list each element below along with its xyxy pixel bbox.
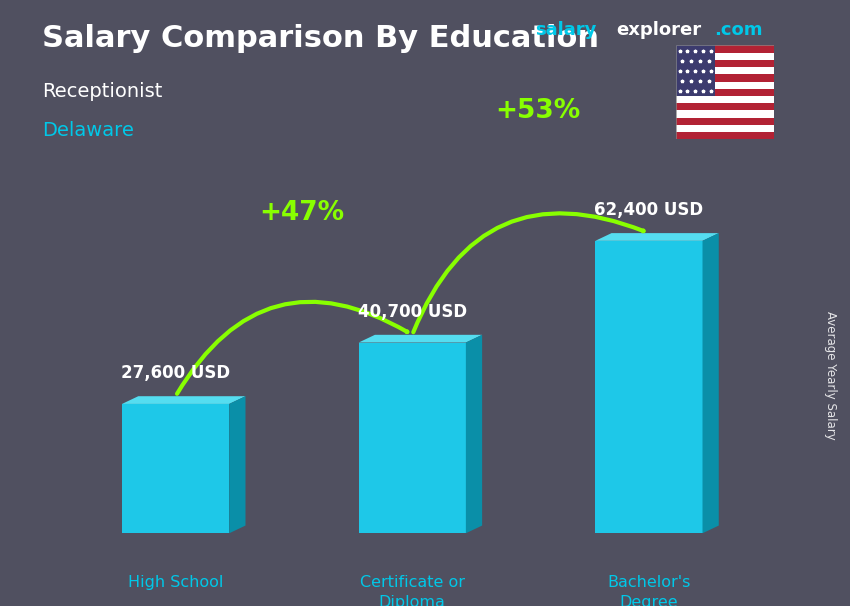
Text: 27,600 USD: 27,600 USD xyxy=(121,364,230,382)
Polygon shape xyxy=(466,335,482,533)
Text: +47%: +47% xyxy=(258,200,344,226)
Polygon shape xyxy=(676,67,774,75)
Text: Delaware: Delaware xyxy=(42,121,134,140)
Polygon shape xyxy=(676,75,774,82)
Text: Bachelor's
Degree: Bachelor's Degree xyxy=(607,576,690,606)
Polygon shape xyxy=(595,241,702,533)
Polygon shape xyxy=(359,335,482,342)
Text: High School: High School xyxy=(128,576,224,590)
Text: Certificate or
Diploma: Certificate or Diploma xyxy=(360,576,465,606)
Text: Average Yearly Salary: Average Yearly Salary xyxy=(824,311,837,440)
Polygon shape xyxy=(676,125,774,132)
Polygon shape xyxy=(122,404,230,533)
Polygon shape xyxy=(676,118,774,125)
Polygon shape xyxy=(122,396,246,404)
Polygon shape xyxy=(676,45,774,53)
Polygon shape xyxy=(676,96,774,103)
Polygon shape xyxy=(676,132,774,139)
Text: Salary Comparison By Education: Salary Comparison By Education xyxy=(42,24,599,53)
Text: 62,400 USD: 62,400 USD xyxy=(594,201,704,219)
Text: salary: salary xyxy=(536,21,597,39)
Text: .com: .com xyxy=(714,21,762,39)
Polygon shape xyxy=(230,396,246,533)
FancyArrowPatch shape xyxy=(413,213,643,332)
Polygon shape xyxy=(676,110,774,118)
Polygon shape xyxy=(676,89,774,96)
Polygon shape xyxy=(702,233,719,533)
Text: +53%: +53% xyxy=(496,98,581,124)
Polygon shape xyxy=(359,342,466,533)
FancyArrowPatch shape xyxy=(177,302,407,394)
Polygon shape xyxy=(676,60,774,67)
Text: 40,700 USD: 40,700 USD xyxy=(358,303,467,321)
Polygon shape xyxy=(676,45,715,96)
Text: explorer: explorer xyxy=(616,21,701,39)
Text: Receptionist: Receptionist xyxy=(42,82,163,101)
Polygon shape xyxy=(595,233,719,241)
Polygon shape xyxy=(676,103,774,110)
Polygon shape xyxy=(676,82,774,89)
Polygon shape xyxy=(676,53,774,60)
